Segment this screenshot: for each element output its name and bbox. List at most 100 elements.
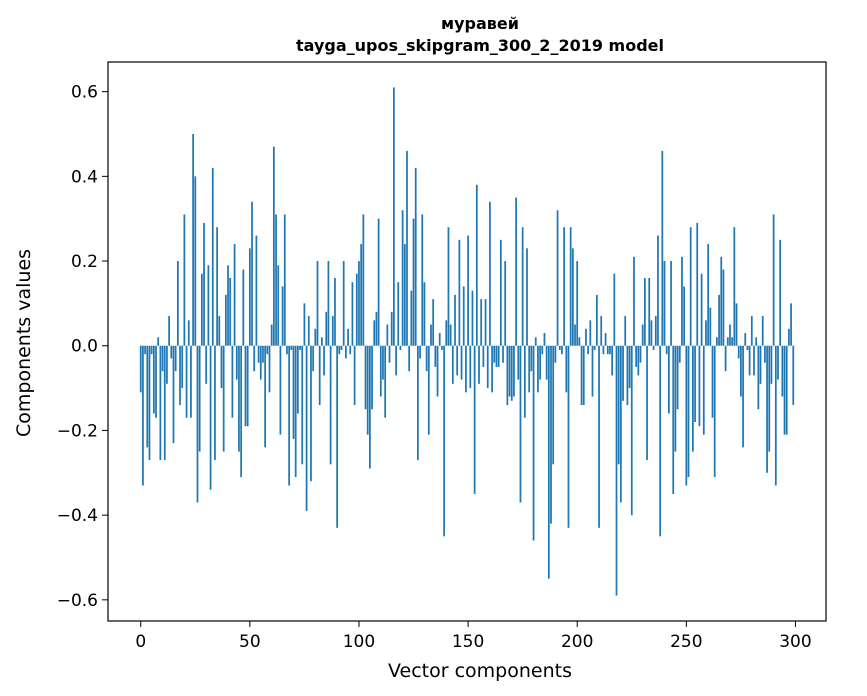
bar-31 xyxy=(207,265,210,346)
y-axis-label: Components values xyxy=(13,249,35,437)
bar-18 xyxy=(179,345,181,406)
bar-58 xyxy=(266,345,269,355)
bar-184 xyxy=(541,345,544,355)
bar-285 xyxy=(761,316,764,346)
bar-53 xyxy=(255,235,258,346)
bar-90 xyxy=(336,345,339,528)
bar-287 xyxy=(766,345,768,473)
bar-60 xyxy=(270,324,273,346)
bar-159 xyxy=(486,345,489,389)
bar-204 xyxy=(585,328,587,346)
bar-293 xyxy=(779,239,782,346)
y-tick-label: −0.2 xyxy=(57,421,98,441)
bar-155 xyxy=(478,345,480,384)
bar-228 xyxy=(637,345,640,376)
x-axis-ticks: 0 50 100 150 200 250 300 xyxy=(135,621,812,652)
bar-294 xyxy=(781,345,784,397)
bar-180 xyxy=(532,345,535,541)
bar-130 xyxy=(423,282,426,346)
bar-0 xyxy=(139,345,142,393)
bar-244 xyxy=(672,345,675,494)
bar-128 xyxy=(419,345,421,359)
bar-166 xyxy=(502,345,504,363)
bar-157 xyxy=(482,345,485,367)
bar-246 xyxy=(676,345,679,410)
bar-265 xyxy=(718,294,720,346)
bar-28 xyxy=(200,273,203,346)
bar-38 xyxy=(222,345,225,452)
bar-1 xyxy=(142,345,144,486)
bar-111 xyxy=(382,345,384,380)
bar-282 xyxy=(755,337,758,346)
bar-124 xyxy=(410,290,413,346)
bar-225 xyxy=(630,345,633,516)
bar-142 xyxy=(449,324,452,346)
bar-62 xyxy=(275,214,277,346)
bar-77 xyxy=(307,316,310,346)
bar-39 xyxy=(224,294,227,346)
bar-281 xyxy=(753,345,755,376)
bar-19 xyxy=(181,345,184,389)
bar-279 xyxy=(748,345,751,376)
bar-93 xyxy=(342,261,345,346)
bar-48 xyxy=(244,345,247,427)
bar-195 xyxy=(565,345,568,393)
bar-296 xyxy=(785,345,788,435)
bar-292 xyxy=(777,345,779,380)
bar-219 xyxy=(617,345,620,465)
bar-220 xyxy=(619,345,622,503)
bar-205 xyxy=(587,345,589,355)
bar-5 xyxy=(150,345,153,355)
bar-54 xyxy=(257,345,260,363)
bar-227 xyxy=(635,345,638,367)
bar-192 xyxy=(558,345,561,350)
bars-group xyxy=(139,87,795,596)
bar-214 xyxy=(606,345,609,355)
bar-42 xyxy=(231,345,234,418)
bar-118 xyxy=(397,282,400,346)
bar-67 xyxy=(286,345,288,355)
bar-78 xyxy=(310,345,312,482)
bar-185 xyxy=(543,333,546,346)
bar-288 xyxy=(768,345,771,452)
bar-173 xyxy=(517,345,520,380)
bar-126 xyxy=(414,167,417,346)
bar-297 xyxy=(788,328,790,346)
bar-247 xyxy=(678,345,681,363)
bar-299 xyxy=(792,345,795,406)
bar-231 xyxy=(643,277,646,346)
bar-55 xyxy=(259,345,262,380)
bar-223 xyxy=(626,345,629,406)
bar-105 xyxy=(369,345,371,469)
bar-276 xyxy=(742,345,744,448)
bar-290 xyxy=(772,214,775,346)
bar-116 xyxy=(393,87,395,346)
bar-284 xyxy=(759,345,762,384)
bar-240 xyxy=(663,261,666,346)
bar-186 xyxy=(545,345,548,380)
bar-200 xyxy=(576,261,579,346)
bar-15 xyxy=(172,345,175,444)
bar-170 xyxy=(510,345,513,401)
bar-120 xyxy=(401,210,404,346)
bar-217 xyxy=(613,273,616,346)
bar-150 xyxy=(467,235,469,346)
bar-216 xyxy=(611,345,614,376)
bar-274 xyxy=(737,345,740,359)
bar-182 xyxy=(537,345,539,393)
bar-226 xyxy=(633,256,635,346)
bar-40 xyxy=(227,265,229,346)
bar-115 xyxy=(390,311,393,346)
bar-74 xyxy=(301,345,304,465)
bar-176 xyxy=(523,345,526,418)
bar-271 xyxy=(731,337,734,346)
bar-224 xyxy=(628,345,631,389)
bar-44 xyxy=(235,345,238,380)
bar-266 xyxy=(720,256,723,346)
bar-131 xyxy=(425,345,428,372)
bar-262 xyxy=(711,345,714,418)
bar-123 xyxy=(408,345,411,372)
bar-3 xyxy=(146,345,149,448)
bar-17 xyxy=(176,261,179,346)
bar-238 xyxy=(659,345,662,537)
